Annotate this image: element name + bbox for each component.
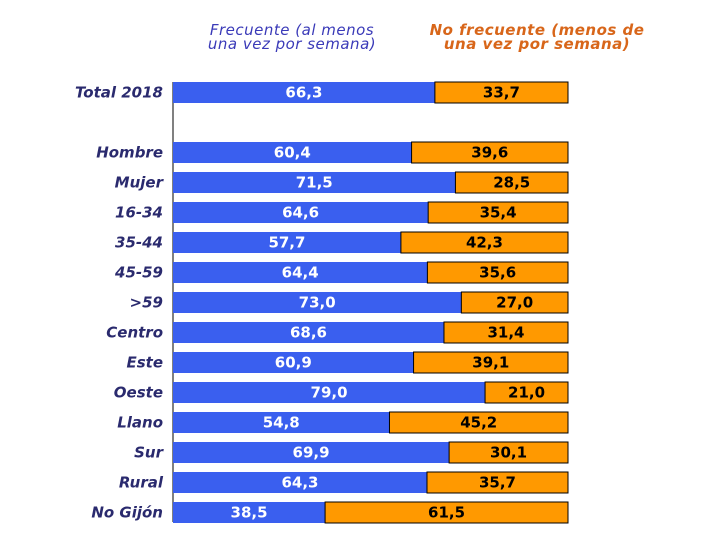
data-label-frecuente-hombre: 60,4 [274,144,311,162]
legend-no-frecuente-line2: una vez por semana) [444,35,630,53]
bar-no-frecuente-45-59 [426,261,569,284]
bar-frecuente-total-2018 [173,82,435,103]
bar-no-frecuente-hombre [411,141,569,164]
data-label-no-frecuente-oeste: 21,0 [508,384,545,402]
data-label-no-frecuente-llano: 45,2 [460,414,497,432]
legend-frecuente-line1: Frecuente (al menos [210,21,374,39]
data-label-no-frecuente-45-59: 35,6 [479,264,516,282]
data-label-frecuente-59: 73,0 [299,294,336,312]
bar-series [173,81,569,524]
category-label-llano: Llano [117,414,163,432]
data-label-no-frecuente-sur: 30,1 [490,444,527,462]
bar-frecuente-centro [173,322,444,343]
category-label-no-gijon: No Gijón [91,504,163,522]
bar-no-frecuente-este [413,351,569,374]
bar-no-frecuente-centro [443,321,569,344]
category-label-total-2018: Total 2018 [75,84,163,102]
data-label-no-frecuente-no-gijon: 61,5 [428,504,465,522]
category-label-este: Este [126,354,163,372]
bar-no-frecuente-59 [460,291,569,314]
data-label-frecuente-centro: 68,6 [290,324,327,342]
bar-frecuente-45-59 [173,262,428,283]
bar-frecuente-oeste [173,382,486,403]
category-label-hombre: Hombre [96,144,163,162]
bar-no-frecuente-35-44 [400,231,569,254]
value-labels: 66,3 33,7 60,4 39,6 71,5 28,5 64,6 35,4 57,7 42,3… [231,84,546,522]
category-label-59: >59 [130,294,163,312]
data-label-no-frecuente-16-34: 35,4 [480,204,517,222]
data-label-frecuente-oeste: 79,0 [311,384,348,402]
bar-no-frecuente-total-2018 [434,81,569,104]
data-label-frecuente-llano: 54,8 [263,414,300,432]
bar-frecuente-llano [173,412,390,433]
data-label-frecuente-mujer: 71,5 [296,174,333,192]
category-label-oeste: Oeste [114,384,163,402]
data-label-frecuente-no-gijon: 38,5 [231,504,268,522]
category-label-centro: Centro [106,324,163,342]
data-label-no-frecuente-35-44: 42,3 [466,234,503,252]
data-label-frecuente-16-34: 64,6 [282,204,319,222]
category-label-sur: Sur [134,444,164,462]
data-label-no-frecuente-este: 39,1 [472,354,509,372]
data-label-no-frecuente-total-2018: 33,7 [483,84,520,102]
legend-no-frecuente-line1: No frecuente (menos de [430,21,645,39]
bar-no-frecuente-no-gijon [324,501,569,524]
category-label-mujer: Mujer [115,174,165,192]
bar-no-frecuente-sur [448,441,569,464]
bar-frecuente-59 [173,292,462,313]
data-label-no-frecuente-59: 27,0 [496,294,533,312]
bar-no-frecuente-llano [388,411,569,434]
data-label-no-frecuente-mujer: 28,5 [493,174,530,192]
category-labels: Total 2018 Hombre Mujer 16-34 35-44 45-59 >59 C… [75,84,165,522]
category-label-rural: Rural [119,474,164,492]
category-label-16-34: 16-34 [115,204,163,222]
data-label-frecuente-45-59: 64,4 [282,264,319,282]
bar-frecuente-mujer [173,172,456,193]
data-label-no-frecuente-rural: 35,7 [479,474,516,492]
bar-no-frecuente-16-34 [427,201,569,224]
data-label-frecuente-rural: 64,3 [281,474,318,492]
data-label-frecuente-35-44: 57,7 [268,234,305,252]
data-label-frecuente-sur: 69,9 [293,444,330,462]
bar-frecuente-rural [173,472,427,493]
bar-frecuente-sur [173,442,450,463]
bar-no-frecuente-rural [426,471,569,494]
bar-no-frecuente-oeste [484,381,569,404]
bar-frecuente-hombre [173,142,412,163]
data-label-no-frecuente-hombre: 39,6 [471,144,508,162]
data-label-frecuente-este: 60,9 [275,354,312,372]
bar-frecuente-no-gijon [173,502,326,523]
category-label-35-44: 35-44 [115,234,163,252]
bar-no-frecuente-mujer [454,171,569,194]
data-label-frecuente-total-2018: 66,3 [285,84,322,102]
category-label-45-59: 45-59 [114,264,163,282]
bar-frecuente-este [173,352,414,373]
chart-legend: Frecuente (al menos una vez por semana) … [208,21,645,53]
bar-frecuente-16-34 [173,202,429,223]
data-label-no-frecuente-centro: 31,4 [487,324,524,342]
bar-frecuente-35-44 [173,232,401,253]
legend-frecuente-line2: una vez por semana) [208,35,376,53]
